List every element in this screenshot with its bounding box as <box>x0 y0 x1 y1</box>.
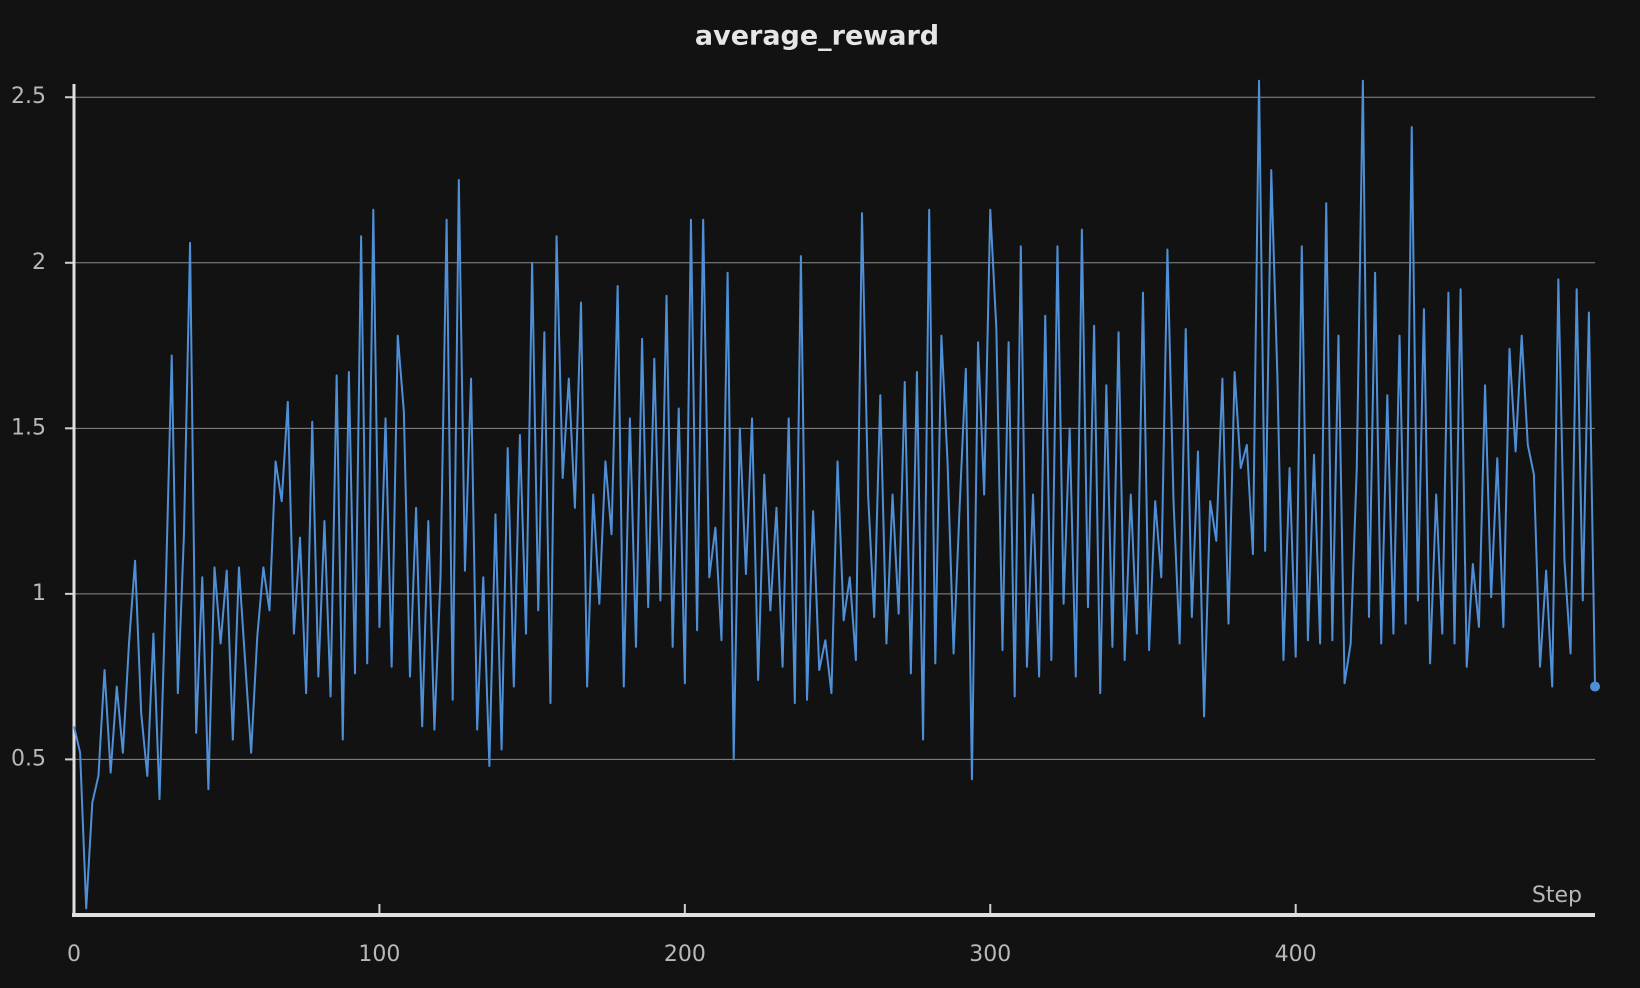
y-tick-label: 0.5 <box>11 746 46 771</box>
line-series <box>73 79 1596 910</box>
y-tick-label: 2 <box>32 250 46 275</box>
x-axis-label: Step <box>1532 883 1582 908</box>
y-tick-label: 1 <box>32 581 46 606</box>
y-tick-label: 2.5 <box>11 84 46 109</box>
x-tick-label: 300 <box>969 942 1011 967</box>
x-tick-label: 0 <box>67 942 81 967</box>
y-tick-label: 1.5 <box>11 415 46 440</box>
x-tick-label: 400 <box>1275 942 1317 967</box>
x-tick-label: 100 <box>358 942 400 967</box>
chart-title: average_reward <box>695 21 939 52</box>
end-point <box>1590 681 1600 692</box>
x-tick-label: 200 <box>664 942 706 967</box>
